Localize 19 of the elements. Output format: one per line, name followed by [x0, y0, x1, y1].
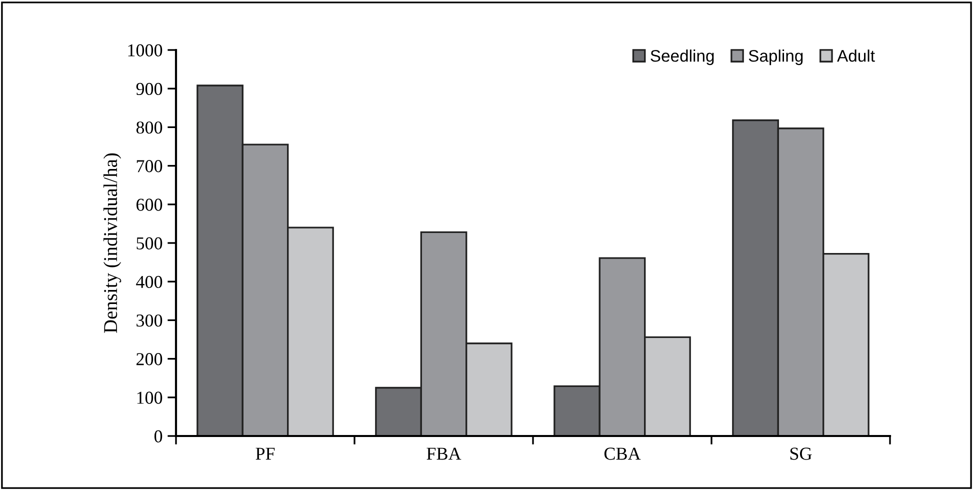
legend-label: Seedling	[650, 50, 714, 66]
y-tick-label: 400	[136, 276, 162, 288]
y-tick-label: 900	[136, 82, 162, 96]
y-tick-label: 0	[154, 430, 162, 442]
y-tick-label: 100	[137, 392, 162, 404]
y-axis-title: Density (individual/ha)	[103, 153, 122, 333]
y-tick-label: 1000	[128, 44, 162, 56]
y-tick-label: 600	[136, 198, 162, 211]
x-tick-label: FBA	[426, 448, 462, 460]
y-tick-label: 700	[136, 160, 162, 172]
x-tick-label: SG	[790, 448, 812, 460]
x-tick-label: PF	[256, 448, 275, 460]
y-tick-label: 300	[136, 314, 162, 327]
y-tick-label: 500	[136, 237, 162, 250]
legend-label: Sapling	[748, 50, 803, 66]
y-tick-label: 200	[136, 353, 162, 366]
legend-label: Adult	[837, 50, 875, 62]
y-tick-label: 800	[136, 121, 162, 134]
x-tick-label: CBA	[604, 448, 641, 460]
